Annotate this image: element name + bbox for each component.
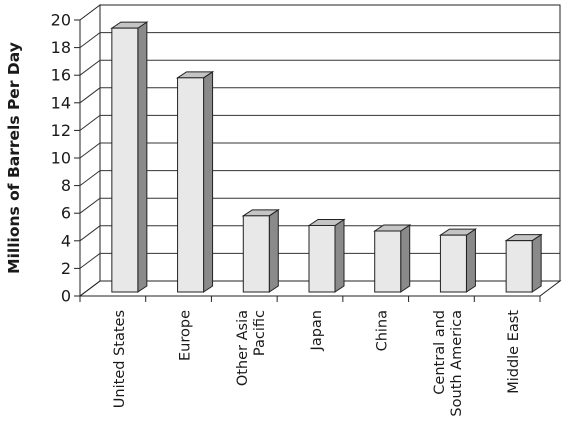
bar-front — [242, 215, 270, 293]
gridline — [79, 170, 560, 187]
x-category-label: China — [375, 310, 391, 351]
bar — [241, 208, 280, 293]
gridline — [79, 32, 560, 48]
bar-front — [374, 230, 402, 293]
bar-side — [268, 208, 279, 293]
x-category-label: United States — [112, 310, 128, 408]
x-category-label: Europe — [178, 310, 194, 361]
x-category-label: Other Asia — [235, 310, 251, 386]
y-tick-label: 12 — [51, 121, 71, 140]
bar-front — [308, 224, 336, 293]
x-category-label: Central and — [432, 310, 448, 395]
y-tick-label: 4 — [61, 231, 71, 250]
y-tick-label: 0 — [61, 287, 71, 306]
x-category-label: Japan — [309, 310, 325, 351]
bar-side — [334, 218, 345, 293]
y-tick-label: 18 — [51, 38, 71, 57]
bar-side — [531, 233, 542, 293]
bar — [373, 224, 412, 293]
y-axis-ticks: 0 2 4 6 8 10 12 14 16 18 20 — [51, 11, 541, 306]
bar-front — [439, 234, 467, 293]
gridline — [79, 142, 560, 159]
bar-side — [137, 21, 148, 293]
x-category-label: Pacific — [252, 310, 268, 356]
x-category-label: Middle East — [506, 310, 522, 394]
y-tick-label: 8 — [61, 176, 71, 195]
y-tick-label: 10 — [51, 149, 71, 168]
bar — [110, 21, 149, 293]
bars — [110, 21, 543, 293]
bar — [175, 70, 215, 293]
y-tick-label: 14 — [51, 93, 71, 112]
y-tick-label: 16 — [51, 66, 71, 85]
gridline — [79, 197, 560, 214]
gridline — [79, 114, 560, 131]
y-tick-label: 20 — [51, 11, 71, 30]
bar-side — [400, 224, 411, 293]
bar — [504, 233, 543, 293]
floor — [78, 280, 562, 297]
bar-side — [465, 228, 476, 293]
y-tick-label: 2 — [61, 259, 71, 278]
gridline — [79, 59, 560, 76]
bar-front — [177, 77, 205, 293]
bar-front — [505, 240, 533, 293]
x-category-label: South America — [449, 310, 465, 417]
bar-front — [111, 27, 139, 293]
bar — [307, 218, 346, 293]
bar-side — [203, 70, 214, 293]
y-axis-title: Millions of Barrels Per Day — [5, 42, 23, 274]
bar — [438, 228, 478, 293]
gridline — [79, 87, 560, 104]
x-axis-labels: United States Europe Other Asia Pacific Japa… — [112, 310, 522, 417]
y-tick-label: 6 — [61, 204, 71, 223]
